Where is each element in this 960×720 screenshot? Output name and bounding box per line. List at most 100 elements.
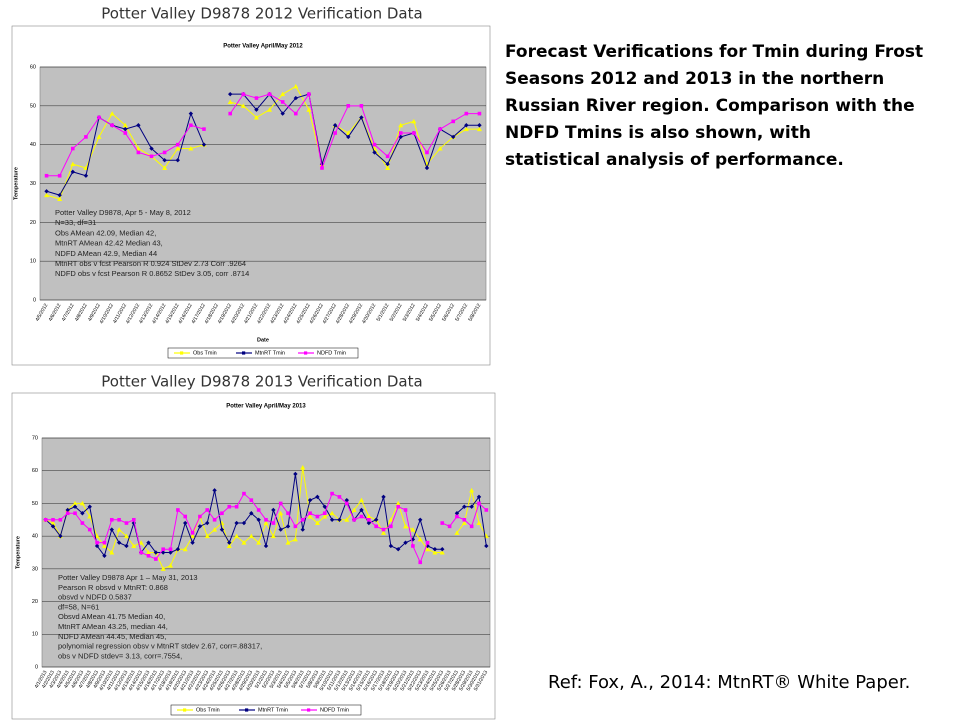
point <box>440 547 445 552</box>
point <box>300 464 306 470</box>
annotation: Potter Valley D9878, Apr 5 - May 8, 2012 <box>55 208 191 217</box>
point <box>175 547 181 552</box>
point <box>72 504 78 509</box>
annotation: MtnRT AMean 42.42 Median 43, <box>55 239 163 248</box>
point <box>190 531 195 535</box>
point <box>80 521 85 525</box>
point <box>329 510 335 516</box>
point <box>300 517 305 522</box>
chart-subtitle: Potter Valley April/May 2013 <box>226 404 306 410</box>
point <box>182 546 188 552</box>
point <box>249 498 254 502</box>
point <box>101 543 107 548</box>
point <box>162 165 168 170</box>
point <box>50 520 56 526</box>
annotation: Obs AMean 42.09, Median 42, <box>55 228 156 237</box>
point <box>65 507 70 513</box>
point <box>395 547 401 552</box>
annotation: df=58, N=61 <box>58 602 99 611</box>
point <box>469 487 475 493</box>
point <box>109 527 114 532</box>
point <box>385 154 390 159</box>
point <box>175 142 180 147</box>
point <box>367 517 371 522</box>
annotation: NDFD AMean 44.45, Median 45, <box>58 632 166 641</box>
annotation: MtnRT AMean 43.25, median 44, <box>58 622 168 631</box>
point <box>352 517 356 522</box>
point <box>109 517 114 522</box>
point <box>403 540 408 545</box>
legend-marker <box>245 708 249 712</box>
point <box>270 533 276 539</box>
annotation: obs v NDFD stdev= 3.13, corr=.7554, <box>58 651 182 660</box>
point <box>138 540 144 545</box>
point <box>220 511 224 516</box>
point <box>102 553 107 558</box>
point <box>226 543 232 548</box>
point <box>285 524 291 529</box>
point <box>344 501 349 506</box>
point <box>411 118 417 124</box>
point <box>388 517 394 522</box>
point <box>337 517 342 522</box>
point <box>80 511 85 516</box>
point <box>293 524 298 529</box>
point <box>454 511 460 516</box>
point <box>447 524 452 529</box>
point <box>418 560 423 565</box>
point <box>398 122 404 128</box>
point <box>240 103 246 108</box>
point <box>307 497 313 503</box>
y-tick-label: 10 <box>32 632 38 638</box>
point <box>308 511 312 516</box>
legend-label: Obs Tmin <box>196 707 220 713</box>
point <box>146 553 151 558</box>
point <box>110 123 114 128</box>
point <box>117 517 121 522</box>
point <box>44 189 49 194</box>
point <box>43 517 48 522</box>
point <box>267 92 272 96</box>
point <box>97 115 101 120</box>
point <box>136 150 141 155</box>
point <box>124 521 129 525</box>
point <box>84 135 88 139</box>
point <box>205 520 210 526</box>
point <box>123 131 128 135</box>
point <box>153 550 159 555</box>
point <box>228 111 233 116</box>
point <box>212 517 217 522</box>
point <box>454 530 460 535</box>
y-tick-label: 70 <box>32 435 38 441</box>
annotation: N=33, df=31 <box>55 218 96 227</box>
point <box>205 508 210 512</box>
point <box>83 173 89 178</box>
point <box>464 111 469 116</box>
point <box>132 517 136 522</box>
point <box>337 495 342 499</box>
y-tick-label: 40 <box>32 534 38 540</box>
point <box>65 511 70 516</box>
y-tick-label: 20 <box>30 220 36 226</box>
y-tick-label: 50 <box>32 501 38 507</box>
point <box>73 511 77 516</box>
point <box>451 134 456 140</box>
point <box>351 507 357 512</box>
point <box>476 520 482 526</box>
annotation: MtnRT obs v fcst Pearson R 0.924 StDev 2… <box>55 259 246 268</box>
point <box>366 514 372 519</box>
point <box>57 173 62 178</box>
point <box>248 533 254 539</box>
y-tick-label: 20 <box>32 599 38 605</box>
point <box>359 514 364 519</box>
point <box>123 533 129 539</box>
point <box>437 146 443 151</box>
point <box>241 520 247 526</box>
point <box>280 91 286 97</box>
point <box>102 540 107 545</box>
point <box>329 517 335 522</box>
point <box>212 488 217 493</box>
point <box>332 123 338 128</box>
point <box>188 146 194 151</box>
